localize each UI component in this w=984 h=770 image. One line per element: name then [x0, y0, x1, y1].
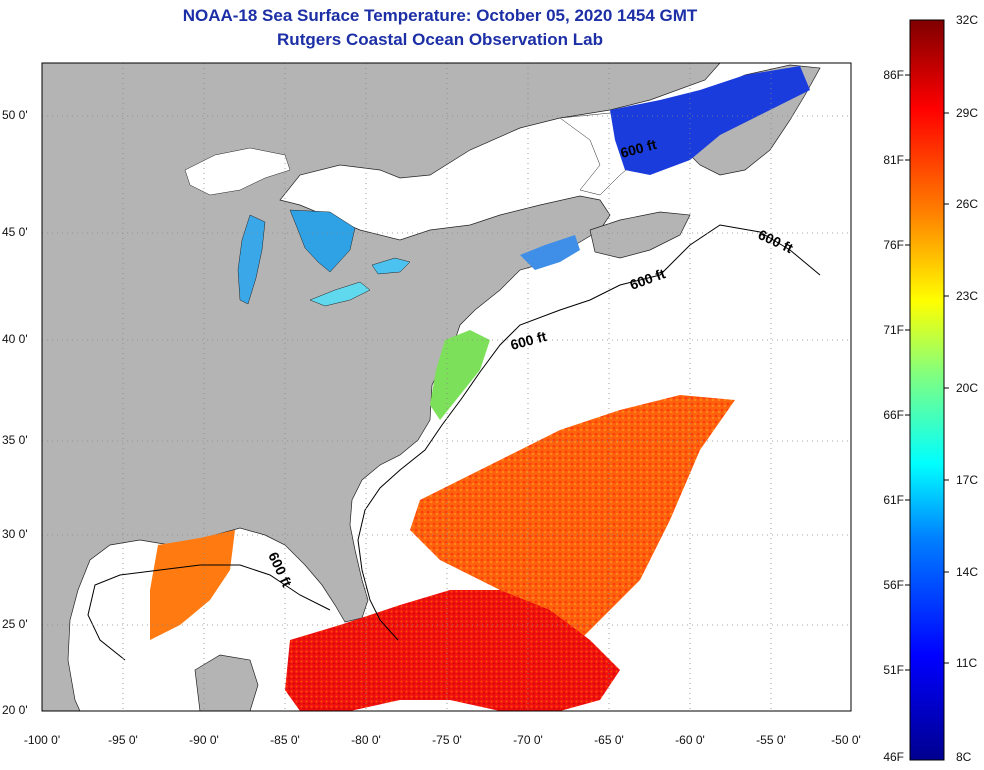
lon-label-85: -85 0': [270, 733, 300, 747]
lake-michigan: [237, 214, 266, 305]
yucatan-land: [194, 654, 259, 711]
colorbar-c-26: 26C: [956, 197, 979, 211]
map-subtitle: Rutgers Coastal Ocean Observation Lab: [277, 30, 603, 49]
lake-ontario: [371, 257, 411, 275]
lake-erie: [309, 281, 371, 307]
colorbar-f-51: 51F: [883, 663, 904, 677]
colorbar-f-86: 86F: [883, 68, 904, 82]
colorbar-c-17: 17C: [956, 473, 979, 487]
colorbar-f-66: 66F: [883, 408, 904, 422]
colorbar-f-61: 61F: [883, 493, 904, 507]
lon-label-100: -100 0': [23, 733, 61, 747]
colorbar-f-56: 56F: [883, 578, 904, 592]
colorbar-f-81: 81F: [883, 153, 904, 167]
colorbar-f-46: 46F: [883, 750, 904, 764]
colorbar-c-14: 14C: [956, 565, 979, 579]
lat-label-20: 20 0': [2, 703, 28, 717]
lat-label-45: 45 0': [2, 225, 28, 239]
lat-label-25: 25 0': [2, 617, 28, 631]
lon-label-60: -60 0': [675, 733, 705, 747]
colorbar-f-76: 76F: [883, 238, 904, 252]
colorbar-c-32: 32C: [956, 13, 979, 27]
lon-label-70: -70 0': [513, 733, 543, 747]
colorbar: [909, 19, 945, 761]
lake-superior: [184, 147, 291, 196]
lon-label-55: -55 0': [756, 733, 786, 747]
sst-warm-atlantic: [410, 395, 735, 660]
lon-label-90: -90 0': [189, 733, 219, 747]
colorbar-c-8: 8C: [956, 750, 972, 764]
lon-label-75: -75 0': [432, 733, 462, 747]
lat-label-40: 40 0': [2, 332, 28, 346]
sst-gulf-mexico: [150, 530, 235, 640]
colorbar-ticks: [905, 74, 949, 671]
lon-label-95: -95 0': [108, 733, 138, 747]
sst-hot-caribbean: [285, 590, 620, 711]
nova-scotia-land: [589, 211, 691, 259]
map-border: [41, 62, 852, 712]
map-title: NOAA-18 Sea Surface Temperature: October…: [182, 6, 698, 25]
sst-gulf-of-maine: [520, 235, 580, 270]
lon-label-65: -65 0': [594, 733, 624, 747]
shelf-contour-600ft: [87, 224, 821, 661]
lat-label-30: 30 0': [2, 527, 28, 541]
sst-mid-atlantic-shelf: [430, 330, 490, 420]
colorbar-c-20: 20C: [956, 381, 979, 395]
graticule: [42, 63, 851, 711]
lake-huron: [289, 209, 356, 273]
lat-label-35: 35 0': [2, 433, 28, 447]
colorbar-c-29: 29C: [956, 106, 979, 120]
colorbar-f-71: 71F: [883, 323, 904, 337]
colorbar-c-11: 11C: [956, 656, 978, 670]
lat-label-50: 50 0': [2, 108, 28, 122]
sst-cold-newfoundland: [610, 66, 810, 175]
lon-label-50: -50 0': [831, 733, 861, 747]
lon-label-80: -80 0': [351, 733, 381, 747]
colorbar-c-23: 23C: [956, 289, 979, 303]
